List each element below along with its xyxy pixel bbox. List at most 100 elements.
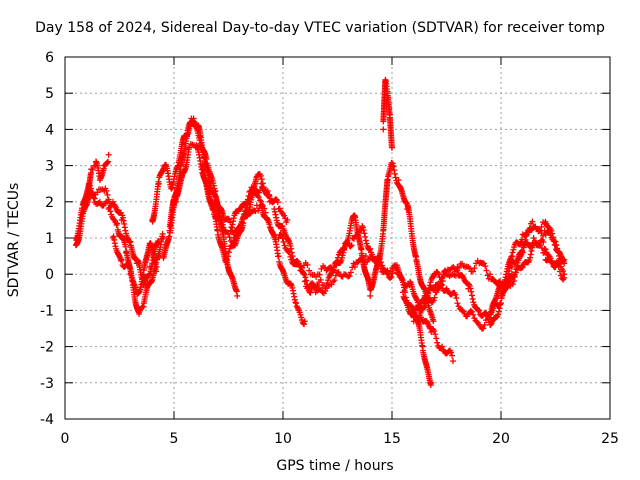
data-point (96, 198, 103, 205)
data-point (275, 253, 282, 260)
data-point (153, 263, 160, 270)
data-point (306, 267, 313, 274)
data-point (387, 268, 394, 275)
data-point (311, 284, 318, 291)
data-point (259, 180, 266, 187)
data-point (433, 335, 440, 342)
data-point (258, 198, 265, 205)
y-tick-label: -3 (40, 376, 54, 392)
y-tick-label: 4 (45, 122, 54, 138)
data-point (277, 231, 284, 238)
series-track-4 (109, 233, 160, 297)
data-point (348, 242, 355, 249)
y-tick-label: 1 (45, 231, 54, 247)
data-point (212, 187, 219, 194)
series-track-9 (227, 184, 308, 328)
data-point (155, 180, 162, 187)
data-point (324, 280, 331, 287)
data-point (400, 279, 407, 286)
data-point (203, 156, 210, 163)
y-tick-label: 0 (45, 267, 54, 283)
data-point (388, 273, 395, 280)
y-tick-label: 5 (45, 86, 54, 102)
data-point (439, 343, 446, 350)
data-point (395, 271, 402, 278)
data-point (301, 321, 308, 328)
y-tick-label: -1 (40, 303, 54, 319)
data-point (220, 224, 227, 231)
data-point (346, 272, 353, 279)
data-point (274, 199, 281, 206)
data-point (301, 278, 308, 285)
data-point (347, 269, 354, 276)
data-point (279, 235, 286, 242)
data-point (114, 220, 121, 227)
data-point (105, 196, 112, 203)
data-point (219, 221, 226, 228)
data-point (316, 271, 323, 278)
data-point (225, 249, 232, 256)
data-point (284, 216, 291, 223)
data-point (331, 277, 338, 284)
data-point (428, 379, 435, 386)
x-tick-label: 15 (383, 431, 401, 447)
data-point (322, 288, 329, 295)
data-point (278, 232, 285, 239)
data-point (332, 272, 339, 279)
data-point (232, 235, 239, 241)
data-point (360, 227, 367, 234)
series-track-3 (83, 151, 112, 208)
data-point (281, 242, 288, 249)
data-point (309, 280, 316, 287)
data-point (264, 187, 271, 194)
data-point (218, 218, 225, 225)
data-point (103, 187, 110, 194)
x-tick-label: 0 (61, 431, 70, 447)
data-point (94, 189, 101, 196)
data-point (105, 151, 112, 158)
y-tick-label: -2 (40, 340, 54, 356)
data-point (109, 198, 116, 205)
data-series (72, 76, 568, 389)
data-point (293, 300, 300, 307)
data-point (225, 253, 232, 260)
data-point (245, 192, 252, 199)
x-tick-label: 10 (274, 431, 292, 447)
data-point (124, 261, 131, 268)
data-point (450, 358, 457, 365)
data-point (136, 311, 143, 318)
series-track-7 (166, 115, 269, 238)
data-point (225, 216, 232, 223)
data-point (347, 243, 354, 250)
x-tick-label: 25 (601, 431, 619, 447)
y-tick-label: 2 (45, 195, 54, 211)
data-point (224, 215, 231, 222)
data-point (280, 238, 287, 245)
tick-labels: 0 5 10 15 20 25 -4 -3 -2 -1 0 1 2 3 4 5 6 (40, 50, 619, 447)
data-point (351, 263, 358, 270)
data-point (362, 253, 369, 260)
data-point (184, 133, 191, 140)
data-point (276, 205, 283, 212)
data-point (90, 194, 97, 201)
y-tick-label: -4 (40, 412, 54, 428)
data-point (210, 206, 217, 213)
data-point (110, 216, 117, 223)
data-point (402, 283, 409, 290)
data-point (126, 264, 133, 271)
data-point (362, 233, 369, 240)
data-point (297, 311, 304, 318)
data-point (122, 243, 129, 250)
data-point (367, 245, 374, 252)
data-point (234, 292, 241, 299)
x-tick-label: 20 (492, 431, 510, 447)
data-point (146, 271, 153, 278)
data-point (255, 194, 262, 201)
data-point (361, 230, 368, 237)
data-point (166, 233, 173, 240)
data-point (310, 281, 317, 288)
series-track-8 (199, 165, 291, 246)
data-point (160, 235, 167, 241)
